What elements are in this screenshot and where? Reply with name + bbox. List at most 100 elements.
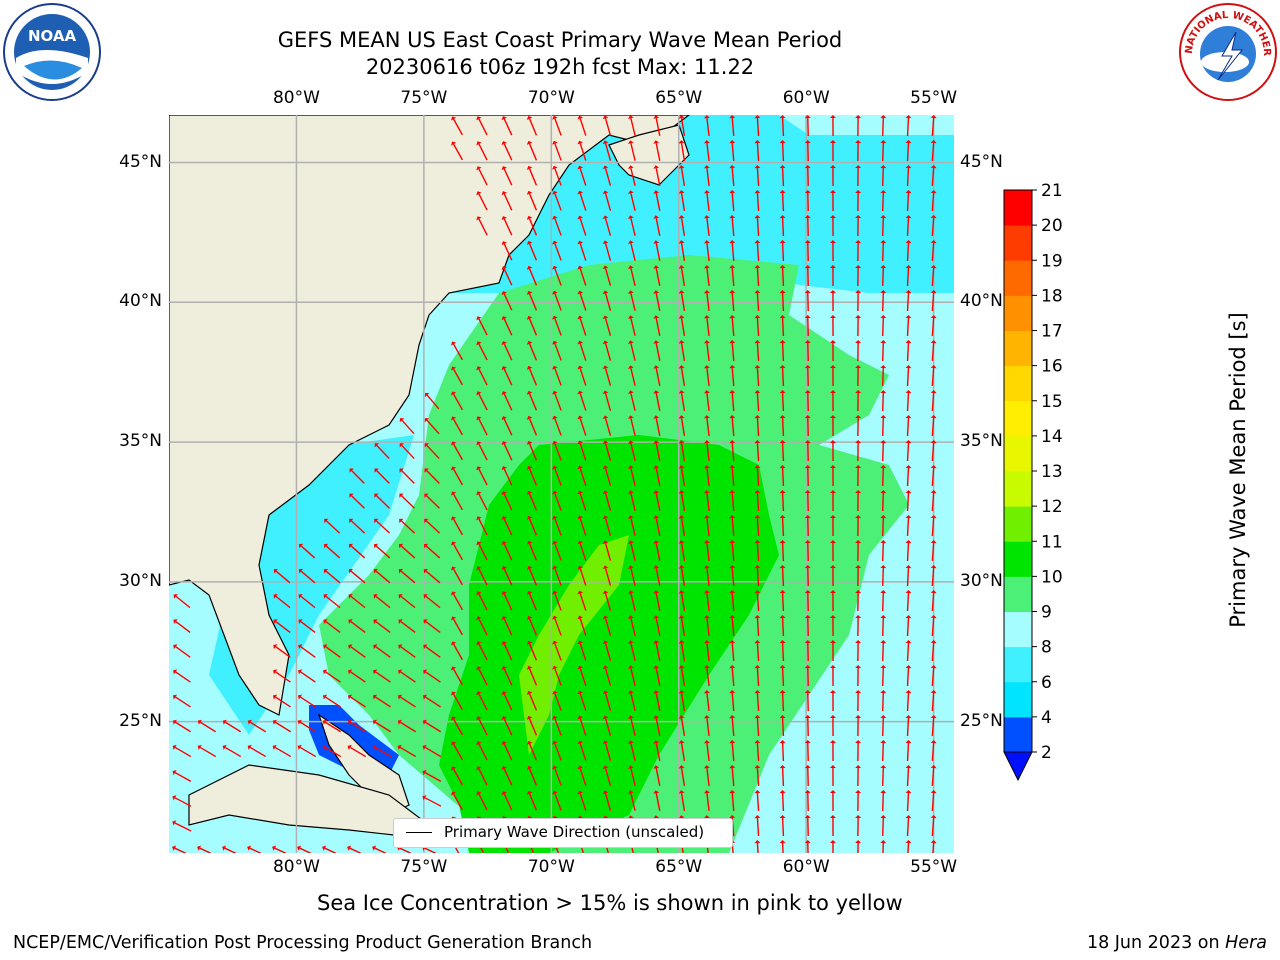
wave-arrow — [880, 390, 887, 412]
wave-arrow — [829, 740, 836, 762]
wave-arrow — [905, 265, 912, 287]
wave-arrow — [627, 715, 636, 736]
wave-arrow — [880, 165, 887, 187]
wave-arrow — [322, 845, 337, 853]
colorbar-swatch — [1004, 365, 1032, 402]
wave-arrow — [398, 543, 416, 559]
wave-arrow — [602, 290, 612, 311]
wave-arrow — [653, 290, 661, 311]
wave-arrow — [729, 765, 736, 787]
footer-date: 18 Jun 2023 on Hera — [1087, 933, 1267, 953]
wave-arrow — [905, 490, 912, 512]
wave-arrow — [501, 266, 513, 286]
wave-arrow — [829, 690, 836, 712]
wave-arrow — [627, 590, 636, 611]
wave-arrow — [577, 640, 587, 661]
wave-arrow — [729, 590, 736, 612]
wave-arrow — [855, 540, 862, 562]
wave-arrow — [552, 590, 562, 611]
wave-arrow — [779, 715, 786, 737]
wave-arrow — [526, 315, 538, 336]
wave-arrow — [627, 690, 636, 711]
wave-arrow — [552, 315, 562, 336]
wave-arrow — [372, 719, 392, 733]
wave-arrow — [476, 191, 488, 211]
wave-arrow — [577, 315, 587, 336]
colorbar-tick-label: 14 — [1041, 427, 1063, 447]
wave-arrow — [501, 541, 513, 561]
wave-arrow — [476, 516, 488, 536]
wave-arrow — [526, 215, 538, 236]
legend-line-swatch — [406, 832, 432, 833]
wave-arrow — [222, 744, 242, 758]
wave-arrow — [880, 540, 887, 562]
wave-arrow — [602, 415, 612, 436]
wave-arrow — [905, 140, 912, 162]
wave-arrow — [754, 240, 761, 262]
wave-arrow — [930, 315, 937, 337]
lon-tick-top: 65°W — [655, 88, 703, 108]
wave-arrow — [347, 845, 362, 853]
map-gridlines — [169, 115, 954, 853]
lat-tick-right: 25°N — [960, 710, 1003, 731]
wave-arrow — [627, 490, 636, 511]
wave-arrow — [476, 166, 488, 186]
wave-arrow — [703, 690, 710, 712]
wave-arrow — [804, 140, 811, 162]
wave-arrow — [602, 390, 612, 411]
wave-arrow — [627, 365, 636, 386]
wave-arrow — [552, 540, 562, 561]
wave-arrow — [476, 391, 488, 411]
wave-arrow — [501, 291, 513, 311]
wave-arrow — [602, 215, 612, 236]
wave-arrow — [880, 190, 887, 212]
wave-arrow — [552, 190, 562, 211]
wave-arrow — [779, 365, 786, 387]
wave-arrow — [855, 315, 862, 337]
wave-arrow — [779, 640, 786, 662]
wave-arrow — [298, 644, 316, 658]
wave-arrow — [526, 640, 538, 661]
wave-arrow — [678, 240, 686, 261]
wave-arrow — [930, 365, 937, 387]
wave-arrow — [526, 540, 538, 561]
wave-arrow — [703, 465, 710, 487]
wave-arrow — [501, 241, 513, 261]
wave-arrow — [577, 365, 587, 386]
wave-arrow — [804, 440, 811, 462]
wave-arrow — [829, 540, 836, 562]
wave-arrow — [930, 790, 937, 812]
wave-arrow — [602, 440, 612, 461]
wave-arrow — [729, 415, 736, 437]
map-legend: Primary Wave Direction (unscaled) — [393, 818, 733, 848]
wave-arrow — [703, 115, 710, 137]
wave-arrow — [172, 694, 191, 708]
wave-arrow — [804, 840, 811, 853]
wave-arrow — [197, 719, 217, 733]
wave-arrow — [422, 694, 441, 708]
wave-arrow — [501, 141, 513, 161]
wave-arrow — [476, 116, 488, 136]
wave-arrow — [577, 440, 587, 461]
colorbar-tick-label: 12 — [1041, 497, 1063, 517]
wave-arrow — [501, 591, 513, 611]
wave-arrow — [779, 240, 786, 262]
wave-arrow — [703, 365, 710, 387]
wave-arrow — [804, 790, 811, 812]
wave-arrow — [272, 694, 291, 708]
wave-arrow — [754, 565, 761, 587]
wave-arrow — [297, 719, 317, 733]
wave-arrow — [602, 240, 612, 261]
wave-arrow — [602, 640, 612, 661]
nws-logo: NATIONAL WEATHER SERVICE — [1178, 2, 1277, 101]
wave-arrow — [273, 644, 291, 658]
wave-arrow — [526, 165, 538, 186]
wave-arrow — [627, 440, 636, 461]
wave-arrow — [678, 515, 686, 536]
wave-arrow — [804, 190, 811, 212]
wave-arrow — [272, 744, 292, 758]
wave-arrow — [172, 719, 192, 733]
colorbar-swatch — [1004, 716, 1032, 753]
wave-arrow — [880, 315, 887, 337]
wave-arrow — [855, 715, 862, 737]
